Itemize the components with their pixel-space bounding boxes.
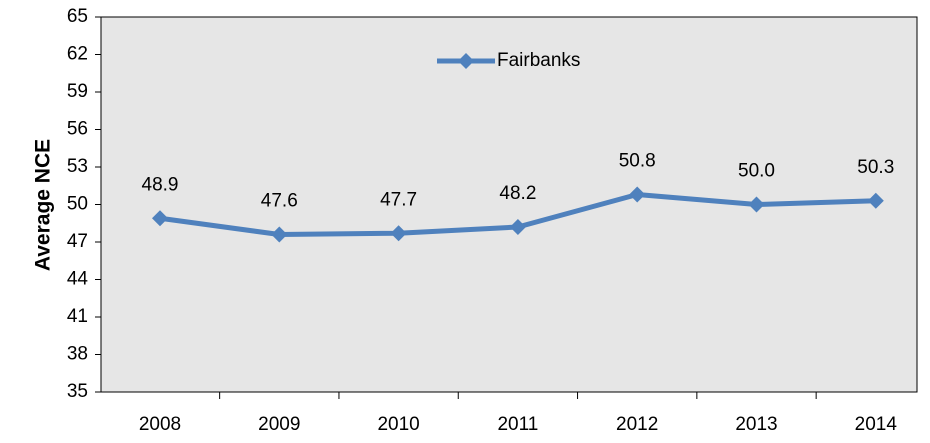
marker <box>152 210 168 227</box>
y-tick-label: 38 <box>67 344 88 365</box>
marker <box>271 226 288 243</box>
legend-label: Fairbanks <box>497 50 580 71</box>
marker <box>867 192 884 209</box>
x-tick-label: 2010 <box>377 414 419 435</box>
x-tick-label: 2009 <box>258 414 300 435</box>
data-label: 47.6 <box>261 191 298 212</box>
y-tick-label: 50 <box>67 194 88 215</box>
data-label: 50.8 <box>619 151 656 172</box>
marker <box>390 225 407 242</box>
y-tick-label: 53 <box>67 156 88 177</box>
y-tick-label: 62 <box>67 44 88 65</box>
marker <box>509 219 526 235</box>
x-tick-label: 2008 <box>139 414 181 435</box>
y-tick-label: 35 <box>67 381 88 402</box>
data-label: 50.0 <box>738 161 775 182</box>
marker <box>629 186 646 203</box>
y-tick-label: 59 <box>67 81 88 102</box>
x-tick-label: 2011 <box>497 414 538 435</box>
data-label: 50.3 <box>857 157 894 178</box>
legend-marker <box>458 53 474 69</box>
y-tick-label: 44 <box>67 269 89 290</box>
y-tick-label: 56 <box>67 119 88 140</box>
x-tick-label: 2013 <box>735 414 777 435</box>
y-tick-label: 47 <box>67 231 88 252</box>
x-tick-label: 2012 <box>616 414 658 435</box>
data-label: 47.7 <box>380 189 417 210</box>
y-axis-label: Average NCE <box>32 139 55 271</box>
x-tick-label: 2014 <box>855 414 898 435</box>
data-label: 48.9 <box>142 174 179 195</box>
marker <box>748 196 765 213</box>
y-tick-label: 41 <box>67 306 88 327</box>
y-tick-label: 65 <box>67 6 88 27</box>
data-label: 48.2 <box>499 183 536 204</box>
